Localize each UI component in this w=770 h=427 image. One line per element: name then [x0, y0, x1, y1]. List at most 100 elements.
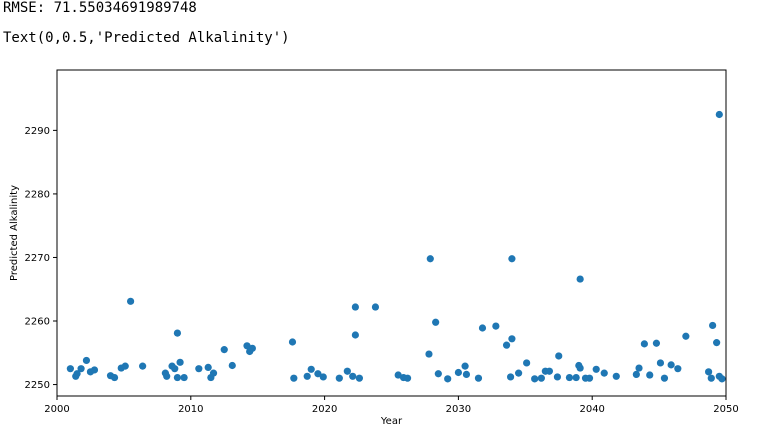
scatter-point: [426, 255, 434, 263]
scatter-point: [474, 374, 483, 382]
scatter-point: [545, 367, 553, 375]
scatter-point: [307, 365, 315, 373]
scatter-points: [66, 110, 726, 383]
scatter-point: [403, 374, 412, 382]
scatter-point: [121, 362, 129, 370]
scatter-point: [635, 364, 643, 372]
y-tick-label: 2280: [25, 189, 50, 200]
scatter-point: [444, 375, 452, 383]
scatter-point: [220, 346, 228, 354]
scatter-point: [576, 275, 584, 283]
scatter-point: [572, 373, 580, 382]
scatter-point: [592, 365, 600, 373]
scatter-point: [371, 303, 380, 311]
scatter-point: [66, 365, 74, 373]
scatter-point: [209, 369, 218, 377]
scatter-point: [454, 368, 462, 377]
scatter-point: [506, 373, 515, 381]
scatter-point: [82, 356, 91, 365]
scatter-point: [303, 372, 311, 380]
scatter-point: [508, 255, 516, 263]
scatter-point: [705, 368, 713, 376]
y-axis-ticks: 2250 2260 2270 2280 2290: [25, 126, 57, 391]
scatter-point: [77, 365, 85, 373]
x-tick-label: 2030: [446, 404, 471, 415]
scatter-point: [682, 332, 690, 340]
rmse-output-line: RMSE: 71.55034691989748: [3, 0, 197, 16]
scatter-point: [600, 369, 608, 377]
scatter-point: [335, 374, 343, 382]
scatter-point: [139, 362, 147, 370]
scatter-point: [180, 373, 188, 382]
scatter-point: [632, 370, 640, 378]
scatter-point: [290, 374, 298, 382]
scatter-point: [707, 374, 715, 382]
scatter-point: [646, 371, 654, 379]
scatter-point: [248, 344, 256, 352]
scatter-point: [585, 374, 594, 382]
scatter-point: [461, 362, 469, 370]
scatter-point: [343, 367, 351, 375]
scatter-point: [502, 341, 511, 349]
scatter-point: [709, 321, 717, 330]
scatter-point: [195, 365, 203, 373]
scatter-point: [640, 340, 648, 348]
scatter-point: [425, 350, 433, 358]
scatter-point: [434, 370, 442, 378]
scatter-point: [204, 363, 212, 372]
scatter-point: [612, 372, 620, 380]
scatter-point: [73, 370, 81, 378]
scatter-point: [576, 364, 584, 372]
x-tick-label: 2000: [44, 404, 69, 415]
y-tick-label: 2290: [25, 126, 50, 137]
x-axis-label: Year: [380, 416, 403, 427]
scatter-point: [319, 373, 327, 381]
scatter-point: [508, 335, 516, 343]
scatter-point: [163, 372, 171, 380]
scatter-point: [243, 342, 251, 350]
scatter-point: [713, 339, 721, 347]
scatter-point: [523, 359, 531, 367]
scatter-point: [228, 361, 236, 370]
x-tick-label: 2050: [713, 404, 738, 415]
scatter-point: [314, 370, 322, 378]
scatter-point: [553, 373, 562, 381]
scatter-point: [394, 371, 402, 379]
scatter-point: [660, 374, 669, 382]
scatter-point: [173, 329, 182, 337]
scatter-point: [462, 370, 471, 378]
scatter-point: [288, 338, 297, 346]
scatter-point: [656, 359, 665, 367]
scatter-point: [176, 358, 184, 366]
scatter-point: [718, 375, 726, 383]
y-tick-label: 2260: [25, 317, 50, 328]
scatter-point: [531, 375, 539, 383]
scatter-point: [537, 374, 545, 382]
x-tick-label: 2010: [178, 404, 203, 415]
scatter-point: [667, 361, 675, 369]
y-tick-label: 2250: [25, 380, 50, 391]
scatter-point: [565, 373, 574, 382]
scatter-point: [432, 318, 440, 326]
scatter-point: [351, 303, 359, 311]
scatter-point: [555, 352, 563, 360]
scatter-point: [173, 373, 182, 382]
scatter-point: [126, 297, 135, 305]
text-output-line: Text(0,0.5,'Predicted Alkalinity'): [3, 30, 290, 46]
scatter-point: [171, 365, 179, 373]
x-axis-ticks: 2000 2010 2020 2030 2040 2050: [44, 396, 739, 415]
scatter-point: [110, 373, 119, 382]
scatter-point: [674, 365, 682, 373]
x-tick-label: 2040: [579, 404, 604, 415]
x-tick-label: 2020: [312, 404, 337, 415]
scatter-point: [492, 322, 500, 330]
y-axis-label: Predicted Alkalinity: [9, 185, 20, 281]
scatter-point: [515, 369, 523, 377]
scatter-point: [349, 372, 357, 380]
scatter-point: [90, 366, 99, 374]
scatter-point: [351, 331, 359, 339]
scatter-point: [652, 339, 661, 347]
scatter-point: [715, 110, 723, 119]
y-tick-label: 2270: [25, 253, 50, 264]
